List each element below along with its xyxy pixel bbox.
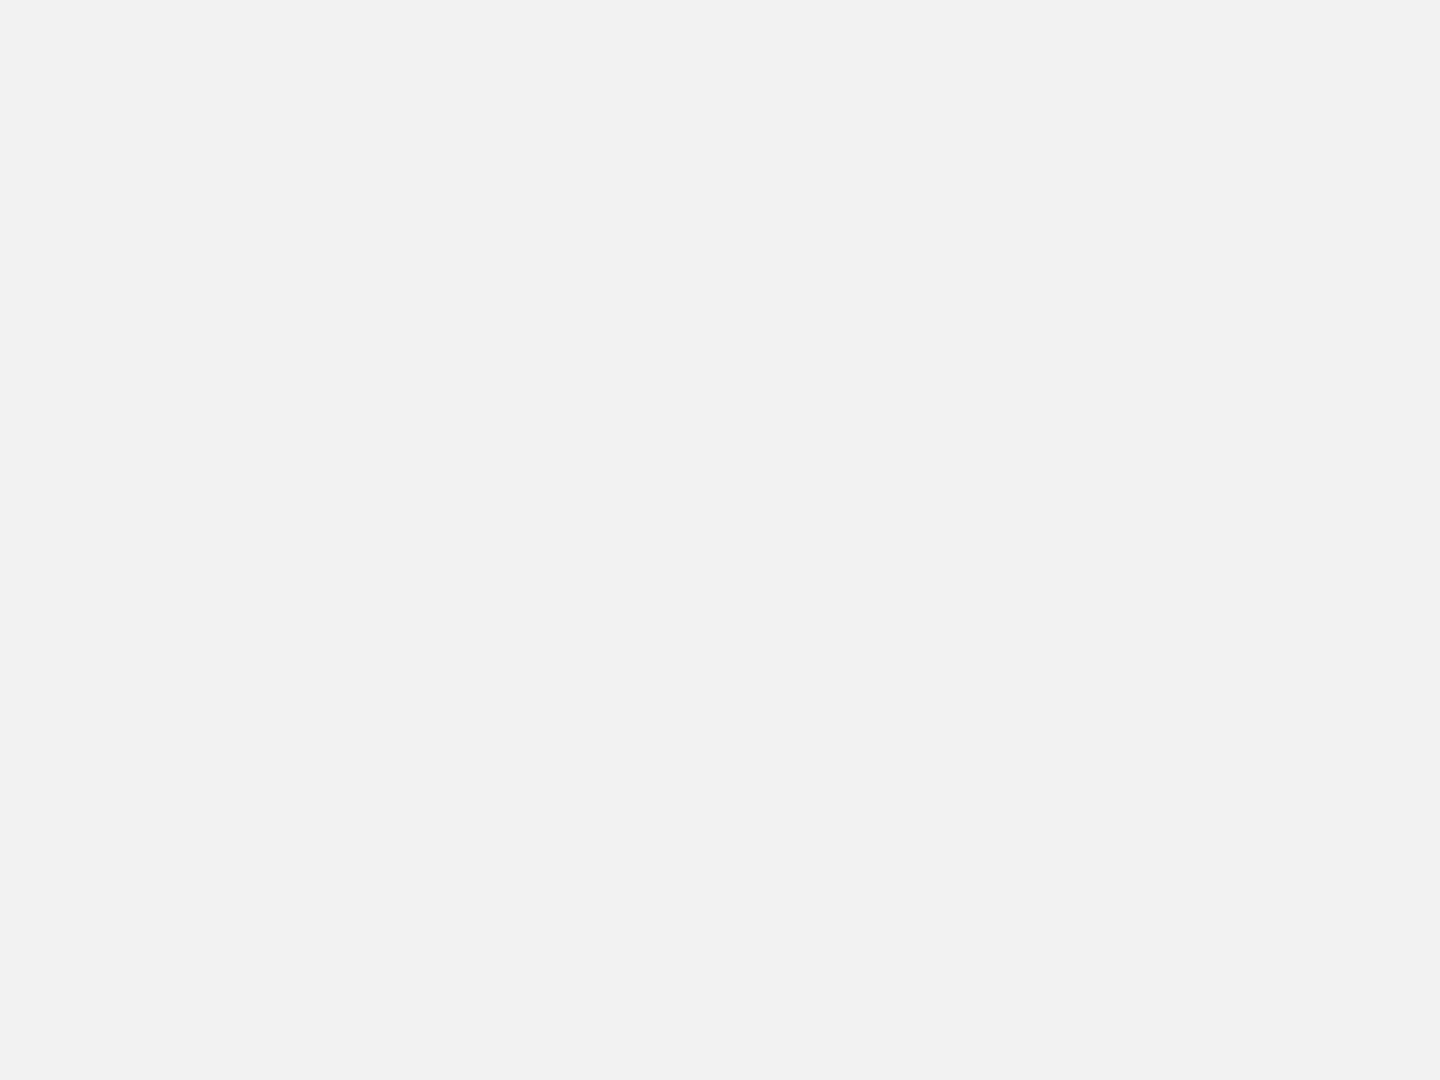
color-legend: [4, 688, 22, 956]
cfd-visualization: [0, 0, 300, 150]
legend-colorbar: [4, 690, 18, 956]
